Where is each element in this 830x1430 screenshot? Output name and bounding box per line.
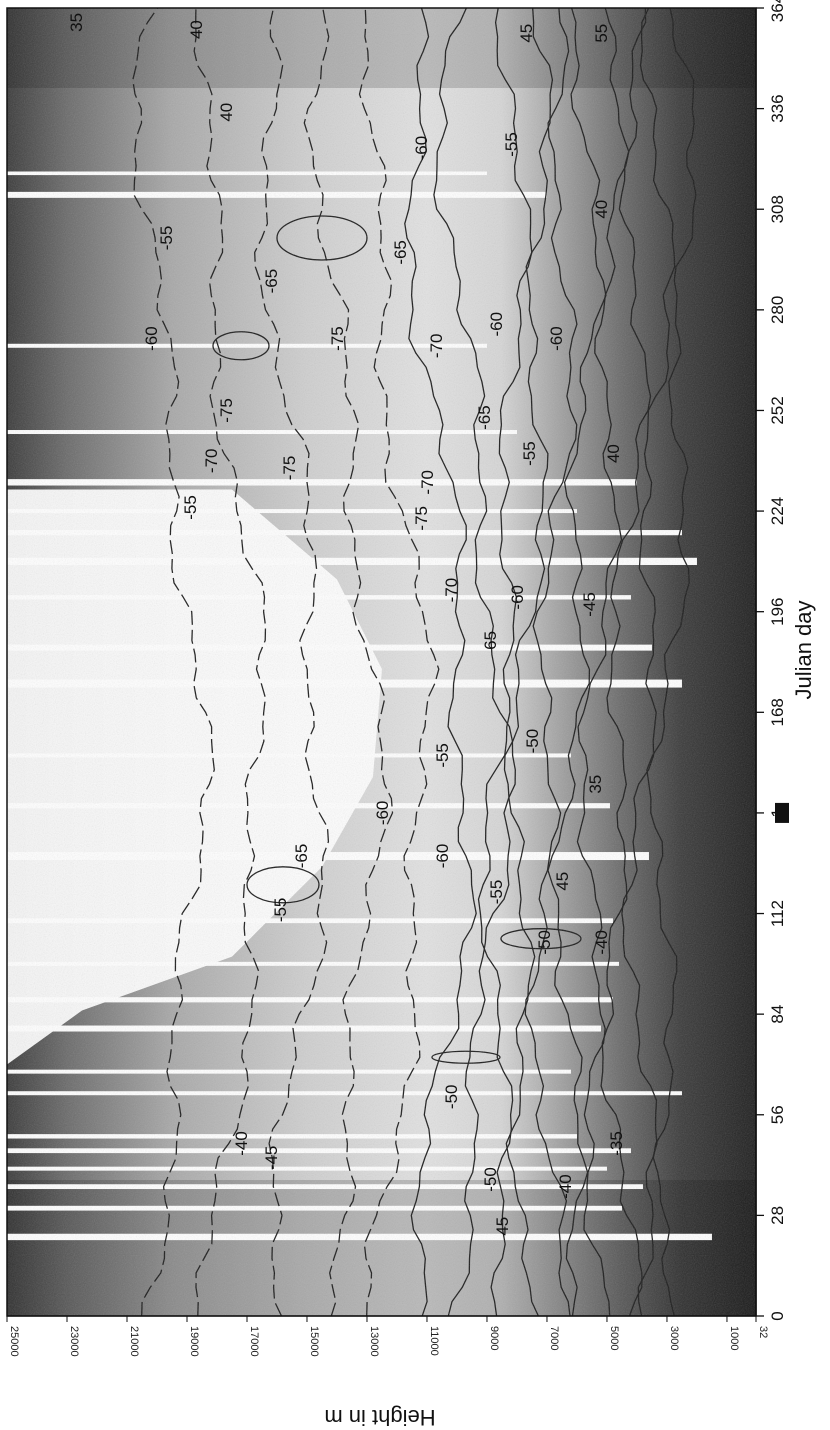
x-tick-label: 112 <box>768 900 787 927</box>
contour-label: -65 <box>391 240 410 265</box>
contour-label: -40 <box>592 930 611 955</box>
contour-label: 45 <box>493 1217 512 1236</box>
contour-label: -60 <box>487 312 506 337</box>
contour-labels: 35 40 45 55 40 -60 -55 40 -55 -65 -65 -60 -75 -70 -60 -… <box>67 13 626 1236</box>
contour-label: -55 <box>487 880 506 905</box>
contour-label: -40 <box>556 1174 575 1199</box>
y-tick-label: 11000 <box>428 1326 440 1356</box>
contour-label: -60 <box>142 326 161 351</box>
contour-label: -50 <box>523 729 542 754</box>
x-tick-label: 0 <box>768 1311 787 1320</box>
x-tick-label: 364 <box>768 0 787 22</box>
contour-label: -60 <box>433 844 452 869</box>
contour-label: -40 <box>232 1131 251 1156</box>
y-tick-label: 3000 <box>668 1326 680 1350</box>
x-tick-label: 56 <box>768 1105 787 1124</box>
y-tick-label: 13000 <box>368 1326 380 1357</box>
contour-label: -50 <box>481 1167 500 1192</box>
contour-label: 40 <box>604 444 623 463</box>
contour-label: -55 <box>157 226 176 251</box>
contour-label: -45 <box>580 592 599 617</box>
y-axis-title: Height in m <box>324 1405 435 1430</box>
contour-label: -55 <box>502 132 521 157</box>
contour-label: -60 <box>508 585 527 610</box>
contour-label: -60 <box>547 326 566 351</box>
contour-label: -55 <box>181 495 200 520</box>
x-tick-label: 84 <box>768 1005 787 1024</box>
contour-label: 45 <box>517 24 536 43</box>
y-axis: 32 1000 3000 5000 7000 9000 11000 13000 15000 170… <box>6 1315 769 1357</box>
contour-label: -75 <box>217 398 236 423</box>
contour-label: -50 <box>442 1085 461 1110</box>
contour-label: -55 <box>433 743 452 768</box>
contour-label: -45 <box>262 1146 281 1171</box>
x-tick-label: 308 <box>768 195 787 223</box>
y-tick-label: 1000 <box>728 1326 740 1350</box>
x-tick-label: 196 <box>768 598 787 626</box>
contour-label: 35 <box>67 13 86 32</box>
y-tick-label: 7000 <box>548 1326 560 1350</box>
contour-label: -65 <box>262 269 281 294</box>
contour-label: -65 <box>475 405 494 430</box>
x-tick-label: 168 <box>768 698 787 726</box>
contour-label: -55 <box>271 898 290 923</box>
y-tick-label: 19000 <box>188 1326 200 1357</box>
y-tick-label: 23000 <box>68 1326 80 1357</box>
x-tick-label: 280 <box>768 296 787 324</box>
contour-label: -70 <box>442 578 461 603</box>
contour-label: -75 <box>412 506 431 531</box>
tick-marker-block <box>775 802 789 823</box>
grain-overlay <box>7 8 756 1316</box>
contour-label: -35 <box>607 1131 626 1156</box>
x-tick-label: 252 <box>768 396 787 424</box>
y-tick-label: 32 <box>757 1326 769 1338</box>
contour-label: 40 <box>592 200 611 219</box>
y-tick-label: 9000 <box>488 1326 500 1350</box>
contour-label: -60 <box>412 136 431 161</box>
contour-label: -70 <box>427 334 446 359</box>
y-tick-label: 25000 <box>8 1326 20 1357</box>
contour-label: 40 <box>217 103 236 122</box>
y-tick-label: 21000 <box>128 1326 140 1357</box>
contour-label: -55 <box>520 441 539 466</box>
contour-label: -65 <box>292 844 311 869</box>
y-tick-label: 5000 <box>608 1326 620 1350</box>
contour-label: 55 <box>592 24 611 43</box>
contour-label: 45 <box>553 872 572 891</box>
x-axis: 02856841121168196224252280308336364 <box>755 0 789 1321</box>
x-tick-label: 28 <box>768 1206 787 1225</box>
contour-label: 35 <box>586 775 605 794</box>
x-tick-label: 224 <box>768 497 787 525</box>
contour-label: -70 <box>202 449 221 474</box>
contour-label: -60 <box>373 801 392 826</box>
contour-label: 65 <box>481 631 500 650</box>
contour-label: -50 <box>535 930 554 955</box>
plot-area: 35 40 45 55 40 -60 -55 40 -55 -65 -65 -60 -75 -70 -60 -… <box>7 8 756 1316</box>
x-axis-title: Julian day <box>791 600 816 699</box>
x-tick-label: 336 <box>768 94 787 122</box>
y-tick-label: 15000 <box>308 1326 320 1357</box>
contour-label: -70 <box>418 470 437 495</box>
contour-label: -75 <box>280 456 299 481</box>
y-tick-label: 17000 <box>248 1326 260 1357</box>
contour-label: -75 <box>328 326 347 351</box>
contour-label: 40 <box>187 20 206 39</box>
